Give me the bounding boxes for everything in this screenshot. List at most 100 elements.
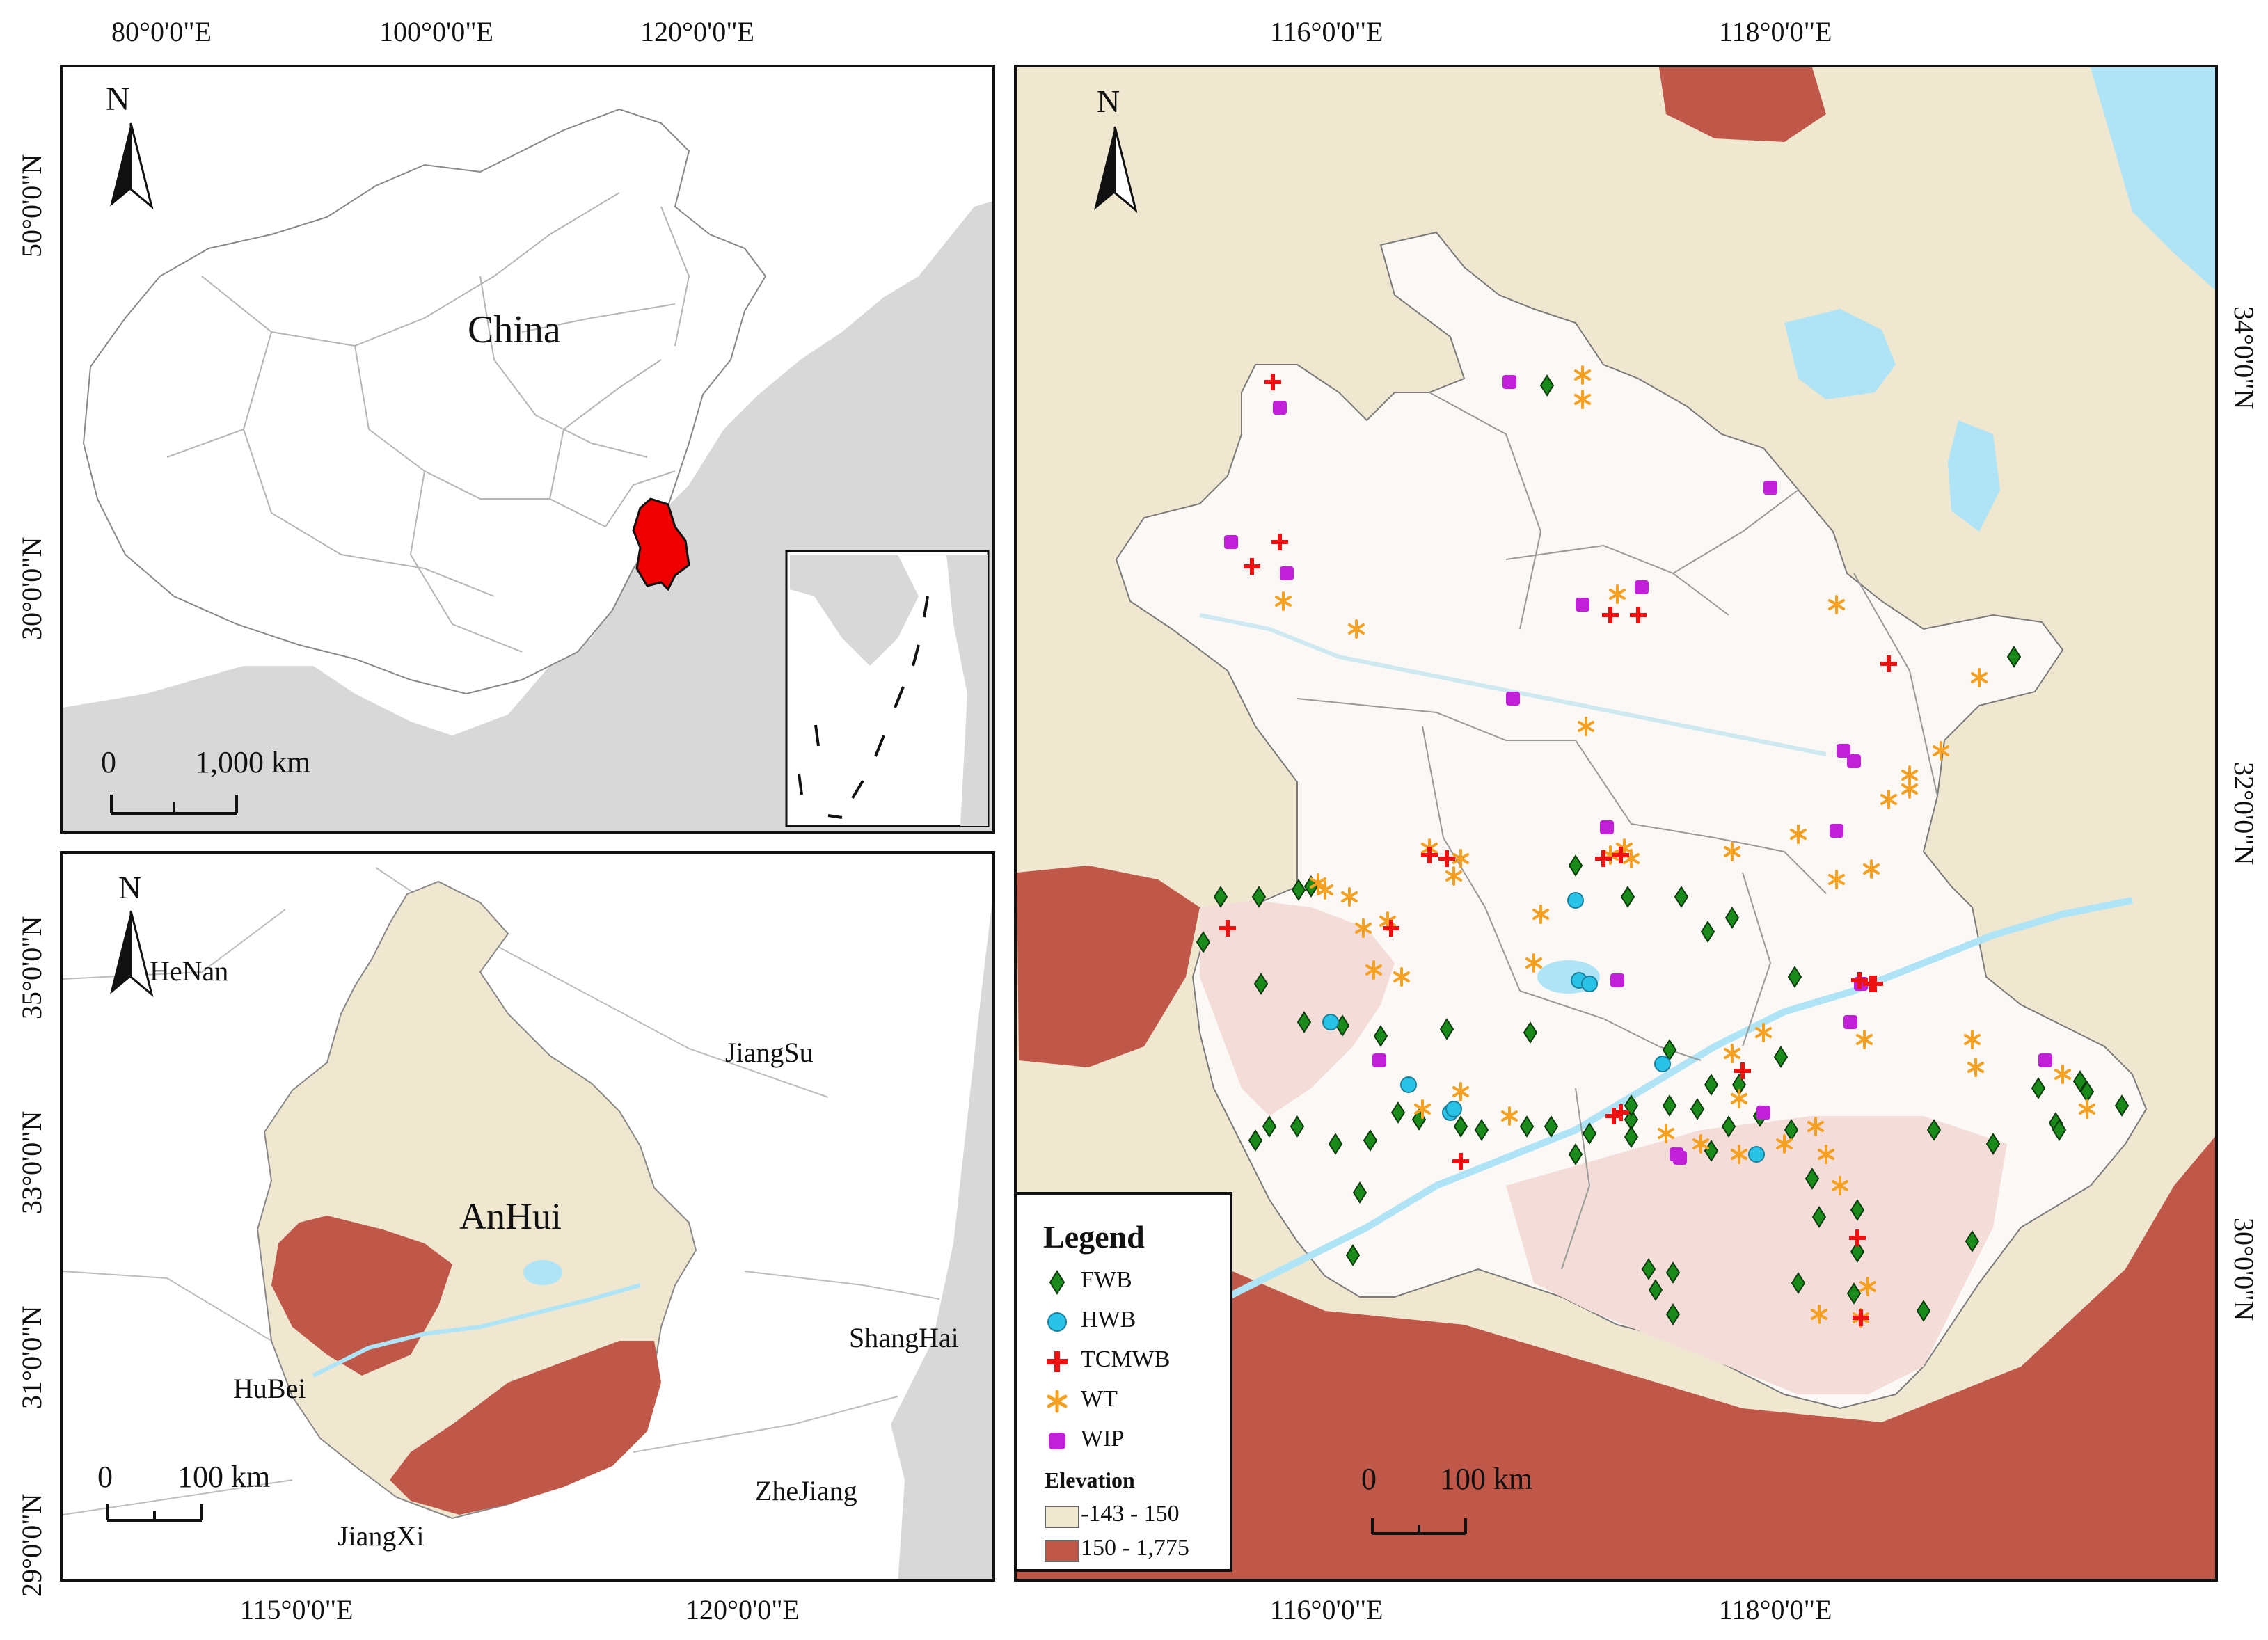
wip-site-marker	[1837, 744, 1850, 758]
fwb-site-marker	[1674, 886, 1689, 908]
scale-zero: 0	[97, 1460, 113, 1494]
wip-site-marker	[2038, 1053, 2052, 1067]
wt-site-marker	[1964, 1030, 1981, 1049]
fwb-site-marker	[1916, 1300, 1931, 1322]
legend-elevation-title: Elevation	[1045, 1467, 1135, 1492]
fwb-site-marker	[1665, 1261, 1681, 1284]
china-overview-map: N China 0 1,000 km	[60, 65, 995, 834]
tcmwb-site-marker	[1851, 972, 1868, 989]
legend-item-wip: WIP	[1081, 1426, 1125, 1451]
wt-site-marker	[1355, 918, 1372, 938]
fwb-site-marker	[1474, 1119, 1489, 1141]
hwb-site-marker	[1567, 892, 1584, 909]
tcmwb-site-marker	[1602, 607, 1619, 623]
east-china-sea	[2091, 67, 2215, 290]
lon-label-120: 120°0'0"E	[685, 1594, 800, 1625]
fwb-site-marker	[1620, 886, 1635, 908]
lat-label-35: 35°0'0"N	[16, 916, 47, 1019]
wt-site-marker	[1275, 591, 1292, 611]
tcmwb-site-marker	[1595, 850, 1612, 867]
inset-land	[790, 555, 919, 666]
fwb-site-marker	[1290, 1115, 1305, 1138]
province-label-anhui: AnHui	[459, 1195, 562, 1237]
tcmwb-site-marker	[1612, 847, 1629, 863]
province-label-hubei: HuBei	[233, 1373, 306, 1404]
north-arrow-icon	[110, 122, 154, 210]
neighbor-land	[63, 201, 992, 831]
highland-north	[1659, 67, 1826, 142]
wip-site-marker	[1280, 566, 1294, 580]
tcmwb-cross-icon	[1047, 1351, 1068, 1372]
wt-site-marker	[1393, 967, 1410, 987]
tcmwb-site-marker	[1863, 976, 1880, 992]
lon-label-116-top: 116°0'0"E	[1270, 16, 1383, 47]
wt-site-marker	[1348, 619, 1365, 639]
wt-site-marker	[1967, 1058, 1984, 1077]
fwb-site-marker	[1363, 1129, 1378, 1152]
scale-zero: 0	[1361, 1462, 1377, 1496]
fwb-site-marker	[1624, 1126, 1639, 1148]
fwb-site-marker	[1665, 1303, 1681, 1325]
fwb-site-marker	[1648, 1279, 1663, 1301]
anhui-highland-west	[1200, 900, 1395, 1116]
north-arrow-icon	[110, 910, 154, 998]
tcmwb-site-marker	[1605, 1108, 1622, 1124]
fwb-site-marker	[1704, 1074, 1719, 1096]
fwb-site-marker	[1965, 1230, 1980, 1252]
wt-site-marker	[1317, 880, 1333, 900]
fwb-site-marker	[1787, 966, 1802, 988]
fwb-site-marker	[1196, 931, 1211, 953]
north-label: N	[118, 870, 142, 905]
lon-label-118-top: 118°0'0"E	[1719, 16, 1832, 47]
lat-label-30-right: 30°0'0"N	[2228, 1218, 2260, 1321]
scale-dist: 1,000 km	[195, 745, 311, 779]
fwb-site-marker	[1296, 1011, 1312, 1033]
hwb-site-marker	[1445, 1101, 1462, 1117]
lat-label-32-right: 32°0'0"N	[2228, 762, 2260, 866]
fwb-site-marker	[1251, 886, 1267, 908]
wt-site-marker	[1880, 790, 1897, 809]
wt-site-marker	[1776, 1134, 1793, 1154]
hwb-site-marker	[1581, 976, 1598, 992]
wt-site-marker	[1971, 668, 1988, 687]
elevation-swatch-high	[1045, 1540, 1079, 1562]
fwb-site-marker	[1662, 1094, 1677, 1117]
tcmwb-site-marker	[1452, 1153, 1469, 1170]
china-map-svg	[63, 108, 992, 831]
highland-south-2	[1017, 1136, 2215, 1579]
scale-bar	[1371, 1518, 1467, 1535]
fwb-site-marker	[1262, 1115, 1277, 1138]
wt-site-marker	[1574, 365, 1591, 385]
lat-label-34-right: 34°0'0"N	[2228, 306, 2260, 410]
scale-bar	[110, 795, 238, 815]
legend-item-tcmwb: TCMWB	[1081, 1346, 1171, 1372]
fwb-site-marker	[1328, 1133, 1343, 1155]
anhui-region	[1115, 231, 2148, 1410]
fwb-site-marker	[1291, 879, 1306, 901]
wip-site-marker	[1756, 1106, 1770, 1120]
wt-site-marker	[1414, 1099, 1431, 1119]
hwb-site-marker	[1322, 1014, 1339, 1030]
wt-site-marker	[1724, 842, 1740, 861]
fwb-site-marker	[1453, 1115, 1468, 1138]
scale-dist: 100 km	[177, 1460, 271, 1494]
nine-dash-line	[798, 596, 929, 819]
wt-site-marker	[1755, 1023, 1772, 1042]
lat-label-33: 33°0'0"N	[16, 1110, 47, 1214]
anhui-context-svg	[63, 867, 992, 1579]
lon-label-116-bottom: 116°0'0"E	[1270, 1594, 1383, 1625]
province-lines	[166, 192, 690, 653]
lat-label-31: 31°0'0"N	[16, 1305, 47, 1409]
wt-site-marker	[1832, 1176, 1848, 1195]
hwb-site-marker	[1400, 1076, 1417, 1093]
scale-zero: 0	[101, 745, 116, 779]
fwb-site-marker	[1850, 1241, 1865, 1263]
hongze-lake	[1784, 309, 1896, 399]
anhui-highland-south	[1506, 1116, 2007, 1394]
fwb-site-marker	[1568, 1143, 1583, 1165]
gaoyou-lake	[1948, 420, 2000, 532]
fwb-site-marker	[1700, 921, 1715, 943]
wt-site-marker	[1365, 960, 1382, 980]
fwb-site-marker	[1352, 1181, 1367, 1204]
hwb-circle-icon	[1047, 1312, 1067, 1332]
